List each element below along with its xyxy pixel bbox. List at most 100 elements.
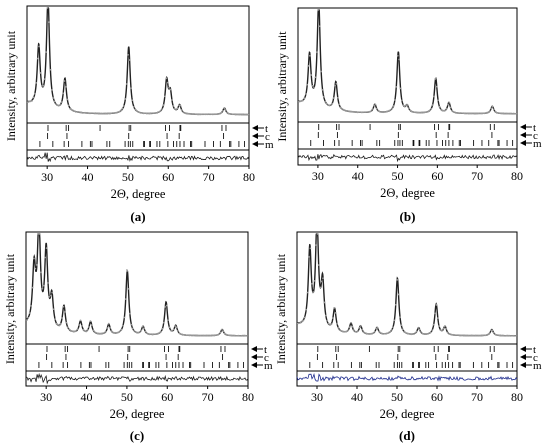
y-axis-label: Intensity, arbitrary unit — [3, 253, 17, 364]
observed-point — [403, 330, 406, 333]
observed-point — [165, 77, 168, 80]
observed-point — [130, 323, 133, 326]
observed-point — [96, 332, 99, 335]
observed-point — [160, 330, 162, 333]
observed-point — [226, 111, 228, 114]
observed-point — [443, 325, 446, 328]
observed-point — [94, 112, 97, 115]
phase-label-t: t — [533, 344, 536, 356]
observed-point — [124, 298, 127, 300]
observed-point — [352, 329, 355, 331]
observed-point — [432, 323, 435, 326]
observed-point — [329, 103, 332, 106]
plot-frame — [297, 7, 518, 166]
observed-point — [349, 110, 352, 113]
observed-point — [427, 332, 429, 335]
observed-point — [377, 110, 380, 112]
observed-point — [104, 112, 107, 115]
observed-point — [186, 334, 189, 337]
observed-point — [49, 294, 52, 297]
observed-point — [244, 113, 247, 116]
observed-point — [235, 113, 238, 116]
observed-point — [217, 113, 220, 115]
observed-point — [81, 325, 83, 327]
observed-point — [84, 111, 87, 114]
observed-point — [460, 334, 463, 337]
observed-point — [398, 58, 401, 61]
observed-point — [76, 110, 79, 113]
observed-point — [498, 112, 501, 115]
observed-point — [43, 78, 46, 81]
observed-point — [462, 112, 465, 115]
observed-point — [340, 330, 343, 332]
observed-point — [202, 334, 205, 337]
observed-point — [441, 329, 443, 332]
phase-label-m: m — [533, 138, 542, 150]
observed-point — [384, 111, 387, 113]
observed-point — [151, 112, 154, 115]
observed-point — [382, 111, 385, 114]
observed-point — [86, 111, 89, 114]
observed-point — [371, 108, 374, 110]
observed-point — [222, 330, 225, 333]
observed-point — [234, 334, 237, 337]
observed-point — [299, 100, 302, 103]
x-tick-label: 60 — [162, 170, 174, 184]
observed-point — [168, 86, 170, 89]
observed-point — [438, 325, 441, 327]
observed-point — [128, 59, 131, 61]
observed-point — [360, 111, 363, 114]
observed-point — [320, 70, 322, 73]
observed-point — [107, 112, 110, 115]
observed-point — [240, 113, 243, 116]
observed-point — [515, 335, 518, 337]
observed-point — [246, 334, 249, 337]
observed-point — [426, 111, 428, 113]
phase-arrow-c — [252, 133, 258, 139]
difference-curve — [297, 153, 518, 163]
observed-point — [29, 100, 32, 103]
observed-point — [47, 282, 49, 284]
observed-point — [82, 328, 85, 331]
observed-point — [310, 74, 313, 76]
observed-point — [509, 112, 512, 115]
observed-point — [130, 87, 132, 90]
observed-point — [65, 85, 67, 88]
observed-point — [459, 112, 462, 114]
observed-point — [501, 112, 504, 115]
observed-point — [302, 99, 304, 102]
observed-point — [32, 257, 35, 260]
panel-label: (d) — [399, 428, 415, 443]
observed-point — [408, 333, 411, 335]
observed-point — [387, 110, 389, 113]
observed-point — [56, 323, 59, 326]
observed-point — [70, 108, 73, 111]
observed-point — [223, 107, 226, 110]
observed-point — [31, 99, 33, 102]
observed-point — [69, 107, 72, 110]
observed-point — [424, 333, 427, 335]
observed-point — [346, 110, 349, 112]
observed-point — [302, 319, 305, 322]
observed-point — [124, 98, 127, 100]
observed-point — [477, 112, 480, 115]
observed-point — [50, 89, 53, 91]
observed-point — [202, 113, 204, 116]
observed-point — [407, 332, 410, 335]
observed-point — [90, 324, 93, 326]
observed-point — [487, 333, 490, 336]
x-tick-label: 50 — [392, 169, 404, 183]
observed-point — [373, 330, 376, 333]
observed-point — [216, 113, 219, 116]
observed-point — [100, 112, 103, 115]
observed-point — [216, 333, 219, 336]
observed-point — [463, 334, 466, 337]
observed-point — [179, 104, 182, 107]
observed-point — [158, 331, 161, 334]
observed-point — [145, 112, 148, 115]
observed-point — [410, 110, 413, 113]
observed-point — [176, 107, 179, 110]
observed-point — [472, 112, 474, 115]
observed-point — [147, 333, 150, 335]
observed-point — [334, 84, 336, 87]
